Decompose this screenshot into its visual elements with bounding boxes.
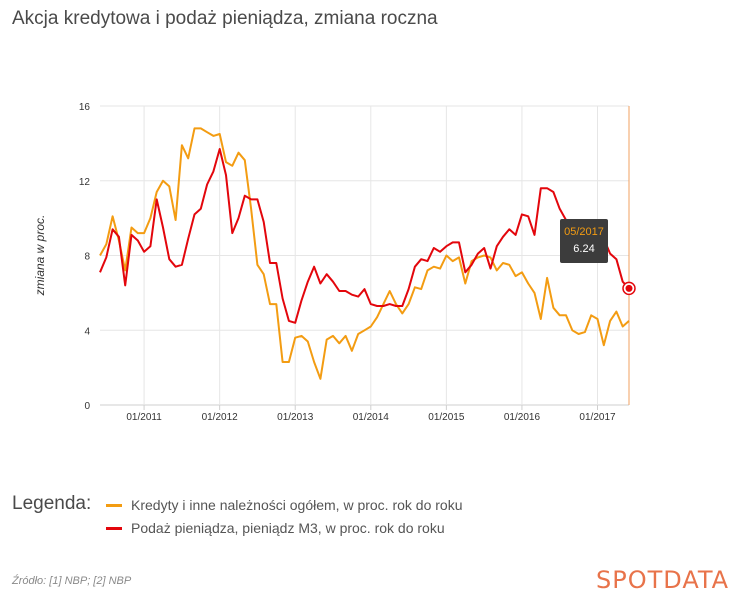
tooltip-value: 6.24	[573, 243, 595, 255]
chart-title: Akcja kredytowa i podaż pieniądza, zmian…	[12, 8, 438, 29]
y-tick-label: 16	[79, 102, 91, 113]
legend-swatch-m3	[106, 526, 122, 530]
series-line-credits	[99, 127, 630, 380]
series-line-m3	[99, 148, 630, 324]
x-tick-label: 01/2017	[579, 412, 616, 423]
x-tick-label: 01/2012	[202, 412, 239, 423]
y-axis-label: zmiana w proc.	[33, 215, 47, 297]
x-tick-label: 01/2011	[126, 412, 162, 423]
legend-swatch-credits	[106, 503, 122, 507]
marker-dot	[625, 284, 633, 292]
y-tick-label: 4	[84, 326, 90, 337]
y-tick-label: 0	[84, 401, 90, 412]
x-tick-label: 01/2015	[428, 412, 465, 423]
x-tick-label: 01/2014	[353, 412, 390, 423]
hover-marker	[622, 281, 636, 296]
series-lines	[99, 127, 630, 380]
x-tick-label: 01/2016	[504, 412, 541, 423]
tooltip: 05/2017 6.24	[560, 219, 608, 263]
legend-label: Legenda:	[12, 493, 92, 514]
y-tick-label: 8	[84, 252, 90, 263]
legend-item-label: Podaż pieniądza, pieniądz M3, w proc. ro…	[131, 520, 445, 536]
y-tick-label: 12	[79, 177, 91, 188]
tooltip-date: 05/2017	[564, 226, 604, 238]
brand-logo: SPOTDATA	[596, 566, 730, 594]
grid	[100, 105, 630, 406]
legend-item-m3[interactable]: Podaż pieniądza, pieniądz M3, w proc. ro…	[106, 520, 445, 536]
legend-item-credits[interactable]: Kredyty i inne należności ogółem, w proc…	[106, 497, 463, 513]
legend-item-label: Kredyty i inne należności ogółem, w proc…	[131, 497, 463, 513]
x-axis-ticks: 01/2011 01/2012 01/2013 01/2014 01/2015 01/20…	[126, 405, 616, 423]
x-tick-label: 01/2013	[277, 412, 314, 423]
source-note: Źródło: [1] NBP; [2] NBP	[12, 575, 132, 587]
y-axis-ticks: 0 4 8 12 16	[79, 102, 91, 412]
